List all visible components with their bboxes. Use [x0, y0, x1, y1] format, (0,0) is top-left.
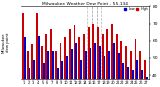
Bar — [106, 29, 108, 87]
Bar — [71, 49, 73, 87]
Bar — [33, 60, 35, 87]
Bar — [120, 41, 122, 87]
Bar — [116, 34, 118, 87]
Bar — [50, 29, 52, 87]
Bar — [111, 24, 113, 87]
Title: Milwaukee Weather Dew Point - 55.134: Milwaukee Weather Dew Point - 55.134 — [42, 2, 128, 6]
Bar — [78, 37, 80, 87]
Bar — [85, 51, 87, 87]
Bar — [38, 36, 40, 87]
Bar — [76, 43, 77, 87]
Bar — [135, 39, 136, 87]
Bar — [52, 51, 54, 87]
Bar — [57, 68, 59, 87]
Legend: Low, High: Low, High — [123, 7, 149, 11]
Bar — [139, 51, 141, 87]
Bar — [61, 61, 63, 87]
Bar — [29, 68, 30, 87]
Bar — [108, 51, 110, 87]
Bar — [130, 51, 132, 87]
Bar — [141, 70, 143, 87]
Bar — [69, 29, 71, 87]
Bar — [127, 67, 129, 87]
Bar — [80, 60, 82, 87]
Bar — [83, 34, 85, 87]
Bar — [97, 27, 99, 87]
Bar — [118, 53, 120, 87]
Text: Milwaukee
dew point: Milwaukee dew point — [2, 32, 10, 53]
Bar — [104, 56, 105, 87]
Bar — [43, 63, 44, 87]
Bar — [60, 43, 61, 87]
Bar — [125, 46, 127, 87]
Bar — [92, 24, 94, 87]
Bar — [22, 13, 24, 87]
Bar — [64, 37, 66, 87]
Bar — [132, 70, 134, 87]
Bar — [74, 25, 76, 87]
Bar — [99, 46, 101, 87]
Bar — [88, 27, 90, 87]
Bar — [146, 77, 148, 87]
Bar — [36, 13, 38, 87]
Bar — [41, 46, 43, 87]
Bar — [102, 34, 104, 87]
Bar — [94, 43, 96, 87]
Bar — [113, 43, 115, 87]
Bar — [136, 60, 138, 87]
Bar — [66, 56, 68, 87]
Bar — [27, 51, 29, 87]
Bar — [47, 51, 49, 87]
Bar — [31, 44, 33, 87]
Bar — [144, 60, 146, 87]
Bar — [90, 48, 91, 87]
Bar — [45, 34, 47, 87]
Bar — [122, 63, 124, 87]
Bar — [24, 37, 26, 87]
Bar — [55, 51, 57, 87]
